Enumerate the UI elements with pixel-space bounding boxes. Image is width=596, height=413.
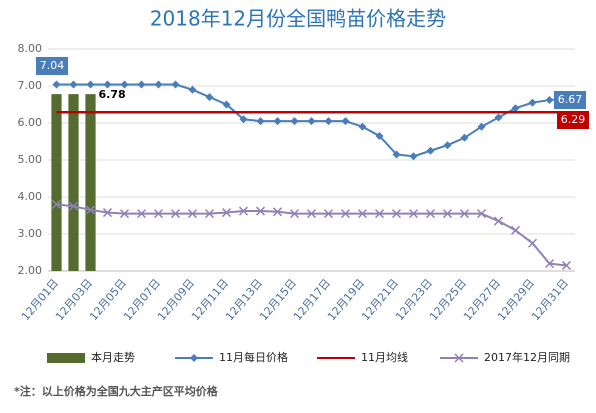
marker xyxy=(290,117,299,126)
chart-title: 2018年12月份全国鸭苗价格走势 xyxy=(150,7,446,31)
marker xyxy=(544,259,555,269)
marker xyxy=(256,117,265,126)
marker xyxy=(188,85,197,94)
marker xyxy=(137,80,146,89)
label-box xyxy=(557,111,589,129)
marker xyxy=(85,205,96,215)
marker xyxy=(409,152,418,161)
marker xyxy=(120,80,129,89)
marker xyxy=(153,209,164,219)
data-label: 7.04 xyxy=(40,59,65,72)
marker xyxy=(494,113,503,122)
y-tick-label: 3.00 xyxy=(18,227,43,240)
marker xyxy=(119,209,130,219)
legend-label: 11月均线 xyxy=(361,350,408,364)
marker xyxy=(102,208,113,218)
legend-marker xyxy=(454,353,464,363)
marker xyxy=(374,209,385,219)
marker xyxy=(221,208,232,218)
marker xyxy=(391,209,402,219)
bar xyxy=(51,94,62,271)
marker xyxy=(69,80,78,89)
marker xyxy=(204,209,215,219)
marker xyxy=(443,141,452,150)
y-tick-label: 2.00 xyxy=(18,264,43,277)
legend-label: 本月走势 xyxy=(91,350,135,364)
marker xyxy=(340,209,351,219)
marker xyxy=(289,209,300,219)
marker xyxy=(527,238,538,248)
data-label: 6.67 xyxy=(558,93,583,106)
legend-label: 2017年12月同期 xyxy=(484,350,570,364)
marker xyxy=(103,80,112,89)
marker xyxy=(459,209,470,219)
marker xyxy=(545,96,554,105)
marker xyxy=(154,80,163,89)
marker xyxy=(561,260,572,270)
legend-swatch xyxy=(47,353,85,363)
marker xyxy=(272,207,283,217)
marker xyxy=(306,209,317,219)
marker xyxy=(68,201,79,211)
y-tick-label: 6.00 xyxy=(18,116,43,129)
marker xyxy=(136,209,147,219)
marker xyxy=(170,209,181,219)
data-label: 6.29 xyxy=(561,113,586,126)
marker xyxy=(307,117,316,126)
marker xyxy=(51,199,62,209)
marker xyxy=(52,80,61,89)
marker xyxy=(324,117,333,126)
marker xyxy=(425,209,436,219)
marker xyxy=(408,209,419,219)
bar xyxy=(85,94,96,271)
y-tick-label: 4.00 xyxy=(18,190,43,203)
marker xyxy=(477,122,486,131)
marker xyxy=(426,146,435,155)
marker xyxy=(86,80,95,89)
marker xyxy=(323,209,334,219)
marker xyxy=(511,104,520,113)
marker xyxy=(476,209,487,219)
label-box xyxy=(554,91,586,109)
footnote: *注：以上价格为全国九大主产区平均价格 xyxy=(14,384,219,398)
marker xyxy=(442,209,453,219)
marker xyxy=(187,209,198,219)
marker xyxy=(222,100,231,109)
marker xyxy=(238,206,249,216)
marker xyxy=(528,98,537,107)
marker xyxy=(358,122,367,131)
marker xyxy=(171,80,180,89)
marker xyxy=(392,150,401,159)
label-box xyxy=(36,57,68,75)
marker xyxy=(341,117,350,126)
legend-marker xyxy=(190,354,198,362)
marker xyxy=(205,93,214,102)
marker xyxy=(273,117,282,126)
y-tick-label: 8.00 xyxy=(18,42,43,55)
marker xyxy=(375,131,384,140)
marker xyxy=(460,133,469,142)
marker xyxy=(255,206,266,216)
marker xyxy=(357,209,368,219)
y-tick-label: 5.00 xyxy=(18,153,43,166)
marker xyxy=(493,216,504,226)
legend-label: 11月每日价格 xyxy=(219,350,288,364)
data-label: 6.78 xyxy=(99,88,126,101)
marker xyxy=(510,225,521,235)
y-tick-label: 7.00 xyxy=(18,79,43,92)
bar xyxy=(68,94,79,271)
marker xyxy=(239,115,248,124)
